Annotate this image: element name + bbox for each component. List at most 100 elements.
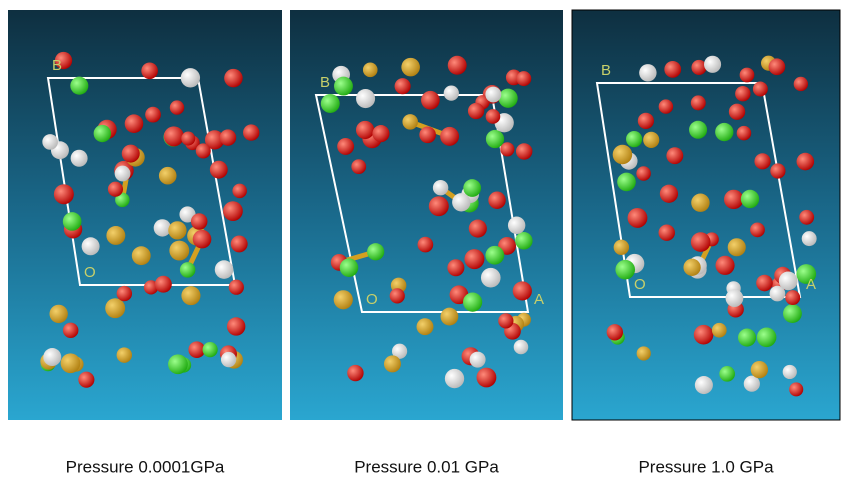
atom xyxy=(418,237,434,253)
atom xyxy=(203,342,218,357)
atom xyxy=(754,153,770,169)
atom xyxy=(363,63,378,78)
atom xyxy=(513,281,532,300)
atom xyxy=(797,153,815,171)
atom xyxy=(232,184,246,198)
atom xyxy=(180,262,195,277)
atom xyxy=(636,166,651,181)
atom xyxy=(615,260,635,280)
atom xyxy=(372,125,389,142)
atom xyxy=(356,89,375,108)
atom xyxy=(337,138,354,155)
atom xyxy=(78,372,94,388)
atom xyxy=(470,352,486,368)
atom xyxy=(356,121,374,139)
atom xyxy=(155,276,172,293)
atom xyxy=(367,243,384,260)
atom xyxy=(227,317,245,335)
atom xyxy=(613,145,632,164)
atom xyxy=(689,121,707,139)
atom xyxy=(117,347,132,362)
atom xyxy=(639,64,656,81)
axis-label: O xyxy=(84,264,96,281)
atom xyxy=(638,113,654,129)
atom xyxy=(224,69,243,88)
atom xyxy=(464,249,484,269)
atom xyxy=(94,125,111,142)
atom xyxy=(789,382,803,396)
caption: Pressure 0.0001GPa xyxy=(66,457,225,476)
atom xyxy=(724,190,743,209)
figure-canvas: BOPressure 0.0001GPaBOAPressure 0.01 GPa… xyxy=(0,0,841,480)
atom xyxy=(469,220,487,238)
atom xyxy=(210,161,228,179)
atom xyxy=(154,219,171,236)
atom xyxy=(215,260,234,279)
atom xyxy=(105,298,125,318)
atom xyxy=(340,258,359,277)
atom xyxy=(614,240,629,255)
atom xyxy=(783,304,802,323)
atom xyxy=(168,221,186,239)
atom xyxy=(221,352,236,367)
atom xyxy=(401,58,420,77)
atom xyxy=(63,323,78,338)
atom xyxy=(735,86,750,101)
atom xyxy=(347,365,363,381)
atom xyxy=(728,238,746,256)
atom xyxy=(71,150,88,167)
atom xyxy=(802,231,817,246)
atom xyxy=(125,114,144,133)
axis-label: B xyxy=(601,62,611,79)
atom xyxy=(515,232,532,249)
atom xyxy=(132,246,151,265)
atom xyxy=(445,369,464,388)
axis-label: O xyxy=(634,276,646,293)
atom xyxy=(441,308,459,326)
atom xyxy=(659,225,675,241)
atom xyxy=(421,91,440,110)
atom xyxy=(181,286,200,305)
atom xyxy=(485,87,501,103)
atom xyxy=(691,193,709,211)
atom xyxy=(402,114,417,129)
atom xyxy=(486,130,504,148)
atom xyxy=(695,376,713,394)
atom xyxy=(468,103,484,119)
atom xyxy=(738,329,756,347)
atom xyxy=(231,235,248,252)
atom xyxy=(485,246,504,265)
atom xyxy=(783,365,797,379)
atom xyxy=(643,132,659,148)
atom xyxy=(223,201,243,221)
atom xyxy=(637,346,651,360)
atom xyxy=(63,212,82,231)
atom xyxy=(660,185,678,203)
atom xyxy=(691,232,711,252)
atom xyxy=(334,290,353,309)
atom xyxy=(488,192,505,209)
atom xyxy=(704,56,721,73)
atom xyxy=(463,179,481,197)
atom xyxy=(691,60,706,75)
atom xyxy=(486,109,501,124)
atom xyxy=(481,268,501,288)
atom xyxy=(196,143,211,158)
figure: BOPressure 0.0001GPaBOAPressure 0.01 GPa… xyxy=(0,0,841,480)
atom xyxy=(448,56,467,75)
atom xyxy=(444,85,459,100)
atom xyxy=(43,348,61,366)
atom xyxy=(117,286,132,301)
atom xyxy=(429,196,449,216)
atom xyxy=(384,355,401,372)
atom xyxy=(785,290,800,305)
atom xyxy=(42,134,58,150)
atom xyxy=(181,132,195,146)
atom xyxy=(516,71,531,86)
atom xyxy=(169,241,189,261)
atom xyxy=(220,129,236,145)
axis-label: B xyxy=(52,57,62,74)
atom xyxy=(628,208,648,228)
atom xyxy=(712,323,727,338)
atom xyxy=(168,354,188,374)
